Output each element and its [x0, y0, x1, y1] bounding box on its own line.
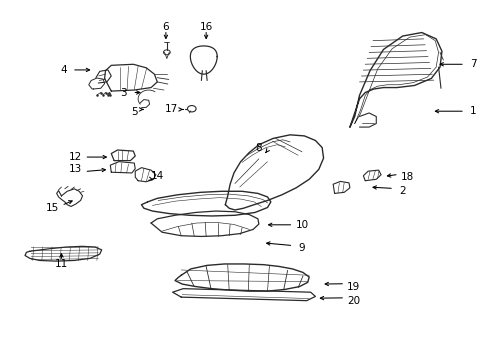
Text: 6: 6: [163, 22, 169, 32]
Text: 19: 19: [346, 282, 360, 292]
Text: 14: 14: [150, 171, 163, 181]
Text: 10: 10: [295, 220, 308, 230]
Text: 17: 17: [164, 104, 178, 114]
Text: 8: 8: [255, 143, 262, 153]
Text: 15: 15: [46, 203, 60, 213]
Text: 1: 1: [469, 106, 476, 116]
Text: 3: 3: [120, 87, 127, 98]
Text: 5: 5: [131, 107, 137, 117]
Text: 9: 9: [298, 243, 305, 253]
Text: 16: 16: [199, 22, 212, 32]
Text: 7: 7: [469, 59, 476, 69]
Text: 13: 13: [69, 164, 82, 174]
Text: 4: 4: [60, 65, 66, 75]
Text: 11: 11: [55, 259, 68, 269]
Text: 20: 20: [346, 296, 360, 306]
Text: 18: 18: [400, 172, 413, 182]
Text: 12: 12: [69, 152, 82, 162]
Text: 2: 2: [399, 186, 405, 196]
